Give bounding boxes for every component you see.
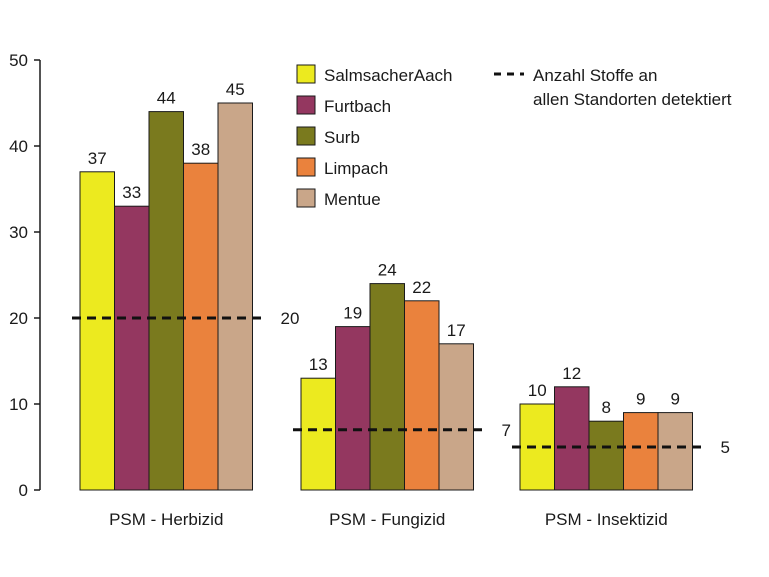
- bar: [554, 386, 590, 491]
- bar-value-label: 37: [88, 149, 107, 168]
- bar: [588, 420, 624, 491]
- y-tick-label: 30: [9, 223, 28, 242]
- bar: [335, 326, 371, 491]
- bar: [623, 412, 659, 491]
- reference-value-label: 20: [281, 309, 300, 328]
- reference-value-label: 7: [502, 421, 511, 440]
- legend-swatch: [296, 188, 316, 208]
- bar: [438, 343, 474, 491]
- bar-value-label: 45: [226, 80, 245, 99]
- bars: [79, 102, 693, 491]
- bar: [657, 412, 693, 491]
- y-axis: 0 10 20 30 40 50: [9, 51, 41, 500]
- bar: [404, 300, 440, 491]
- bar: [148, 111, 184, 491]
- legend-swatch: [296, 64, 316, 84]
- bar-value-label: 9: [671, 390, 680, 409]
- value-labels: 37 33 44 38 45 13 19 24 22 17 10 12 8 9 9: [88, 80, 680, 417]
- legend: SalmsacherAach Furtbach Surb Limpach Mentue A…: [296, 64, 732, 209]
- y-tick-label: 40: [9, 137, 28, 156]
- legend-label: Limpach: [324, 159, 388, 178]
- bar-value-label: 22: [412, 278, 431, 297]
- reference-value-label: 5: [721, 438, 730, 457]
- legend-label: Surb: [324, 128, 360, 147]
- y-tick-label: 0: [19, 481, 28, 500]
- bar: [300, 377, 336, 491]
- legend-label: Mentue: [324, 190, 381, 209]
- x-category-label: PSM - Insektizid: [545, 510, 668, 529]
- legend-reference-label: allen Standorten detektiert: [533, 90, 732, 109]
- legend-label: Furtbach: [324, 97, 391, 116]
- bar-value-label: 8: [602, 398, 611, 417]
- x-category-label: PSM - Fungizid: [329, 510, 445, 529]
- bar-value-label: 19: [343, 304, 362, 323]
- bar: [79, 171, 115, 491]
- bar-value-label: 33: [122, 183, 141, 202]
- bar-value-label: 12: [562, 364, 581, 383]
- bar: [183, 162, 219, 491]
- x-category-label: PSM - Herbizid: [109, 510, 223, 529]
- bar-value-label: 9: [636, 390, 645, 409]
- y-tick-label: 50: [9, 51, 28, 70]
- bar-value-label: 44: [157, 89, 176, 108]
- bar-value-label: 17: [447, 321, 466, 340]
- legend-swatch: [296, 126, 316, 146]
- legend-swatch: [296, 157, 316, 177]
- bar: [217, 102, 253, 491]
- legend-reference-label: Anzahl Stoffe an: [533, 66, 657, 85]
- bar-value-label: 10: [528, 381, 547, 400]
- y-tick-label: 20: [9, 309, 28, 328]
- bar-value-label: 38: [191, 140, 210, 159]
- legend-label: SalmsacherAach: [324, 66, 453, 85]
- bar: [114, 205, 150, 491]
- y-tick-label: 10: [9, 395, 28, 414]
- bar: [369, 283, 405, 491]
- bar-value-label: 24: [378, 261, 397, 280]
- bar-value-label: 13: [309, 355, 328, 374]
- legend-swatch: [296, 95, 316, 115]
- x-axis-labels: PSM - Herbizid PSM - Fungizid PSM - Insekt…: [109, 510, 668, 529]
